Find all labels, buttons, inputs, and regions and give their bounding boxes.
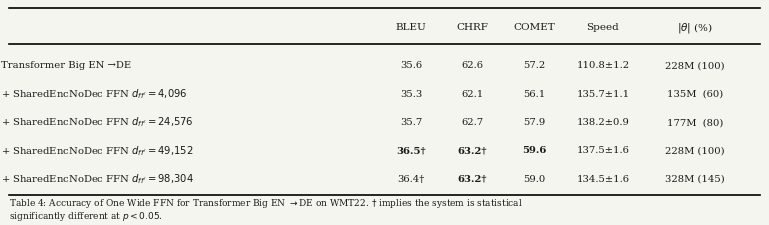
- Text: 57.9: 57.9: [523, 118, 545, 127]
- Text: COMET: COMET: [513, 23, 554, 32]
- Text: 228M (100): 228M (100): [665, 61, 724, 70]
- Text: Table 4: Accuracy of One Wide FFN for Transformer Big EN $\rightarrow$DE on WMT2: Table 4: Accuracy of One Wide FFN for Tr…: [9, 198, 523, 211]
- Text: 62.6: 62.6: [461, 61, 484, 70]
- Text: + SharedEncNoDec FFN $d_{\mathit{ff'}} = 98{,}304$: + SharedEncNoDec FFN $d_{\mathit{ff'}} =…: [2, 172, 195, 186]
- Text: 35.6: 35.6: [400, 61, 422, 70]
- Text: 63.2†: 63.2†: [458, 175, 488, 184]
- Text: 63.2†: 63.2†: [458, 146, 488, 155]
- Text: 35.3: 35.3: [400, 90, 422, 99]
- Text: 57.2: 57.2: [523, 61, 545, 70]
- Text: 36.4†: 36.4†: [398, 175, 425, 184]
- Text: + SharedEncNoDec FFN $d_{\mathit{ff'}} = 49{,}152$: + SharedEncNoDec FFN $d_{\mathit{ff'}} =…: [2, 144, 194, 158]
- Text: + SharedEncNoDec FFN $d_{\mathit{ff'}} = 4{,}096$: + SharedEncNoDec FFN $d_{\mathit{ff'}} =…: [2, 87, 188, 101]
- Text: 138.2±0.9: 138.2±0.9: [577, 118, 629, 127]
- Text: 134.5±1.6: 134.5±1.6: [577, 175, 629, 184]
- Text: 135M  (60): 135M (60): [667, 90, 723, 99]
- Text: 135.7±1.1: 135.7±1.1: [576, 90, 630, 99]
- Text: 35.7: 35.7: [400, 118, 422, 127]
- Text: 59.6: 59.6: [521, 146, 546, 155]
- Text: 56.1: 56.1: [523, 90, 545, 99]
- Text: 62.1: 62.1: [461, 90, 484, 99]
- Text: 62.7: 62.7: [461, 118, 484, 127]
- Text: 177M  (80): 177M (80): [667, 118, 723, 127]
- Text: 328M (145): 328M (145): [665, 175, 724, 184]
- Text: 110.8±1.2: 110.8±1.2: [576, 61, 630, 70]
- Text: CHRF: CHRF: [457, 23, 488, 32]
- Text: 36.5†: 36.5†: [397, 146, 426, 155]
- Text: Transformer Big EN →DE: Transformer Big EN →DE: [2, 61, 131, 70]
- Text: BLEU: BLEU: [396, 23, 427, 32]
- Text: $|\theta|$ (%): $|\theta|$ (%): [677, 20, 713, 35]
- Text: Speed: Speed: [587, 23, 619, 32]
- Text: significantly different at $p < 0.05$.: significantly different at $p < 0.05$.: [9, 210, 163, 223]
- Text: + SharedEncNoDec FFN $d_{\mathit{ff'}} = 24{,}576$: + SharedEncNoDec FFN $d_{\mathit{ff'}} =…: [2, 116, 194, 129]
- Text: 59.0: 59.0: [523, 175, 545, 184]
- Text: 137.5±1.6: 137.5±1.6: [577, 146, 629, 155]
- Text: 228M (100): 228M (100): [665, 146, 724, 155]
